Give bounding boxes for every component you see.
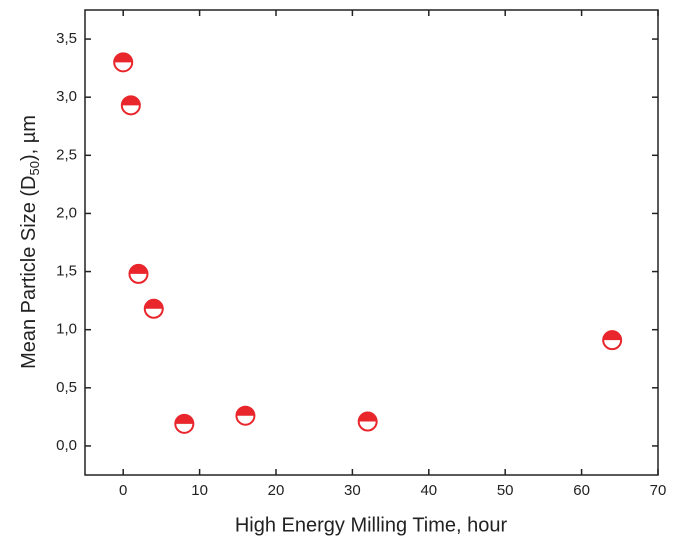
- x-tick-label: 40: [420, 482, 437, 499]
- point-outline: [174, 413, 195, 434]
- point: [174, 413, 195, 434]
- plot-frame: [84, 9, 659, 476]
- y-axis-title: Mean Particle Size (D50), µm: [18, 115, 42, 369]
- point: [235, 405, 256, 426]
- x-tick-label: 70: [650, 482, 667, 499]
- point: [602, 330, 623, 351]
- y-tick-label: 0,0: [56, 437, 77, 454]
- point: [113, 52, 134, 73]
- point: [120, 95, 141, 116]
- y-axis-title-tail: ), µm: [18, 115, 40, 161]
- y-tick-label: 2,0: [56, 204, 77, 221]
- x-tick-label: 60: [573, 482, 590, 499]
- point: [357, 411, 378, 432]
- x-tick-label: 50: [497, 482, 514, 499]
- y-tick-label: 2,5: [56, 146, 77, 163]
- x-tick-label: 10: [191, 482, 208, 499]
- x-tick-label: 30: [344, 482, 361, 499]
- y-tick-label: 1,5: [56, 263, 77, 280]
- point-outline: [602, 330, 623, 351]
- y-tick-label: 0,5: [56, 379, 77, 396]
- x-tick-label: 20: [268, 482, 285, 499]
- point-outline: [113, 52, 134, 73]
- point-outline: [357, 411, 378, 432]
- x-axis-title: High Energy Milling Time, hour: [235, 514, 508, 536]
- point-outline: [235, 405, 256, 426]
- x-tick-label: 0: [119, 482, 127, 499]
- point-outline: [143, 298, 164, 319]
- y-tick-label: 3,5: [56, 30, 77, 47]
- y-axis-title-head: Mean Particle Size (D: [18, 176, 40, 369]
- y-tick-label: 1,0: [56, 321, 77, 338]
- point-outline: [120, 95, 141, 116]
- point-outline: [128, 263, 149, 284]
- point: [128, 263, 149, 284]
- point: [143, 298, 164, 319]
- y-axis-title-sub: 50: [27, 161, 42, 175]
- y-tick-label: 3,0: [56, 88, 77, 105]
